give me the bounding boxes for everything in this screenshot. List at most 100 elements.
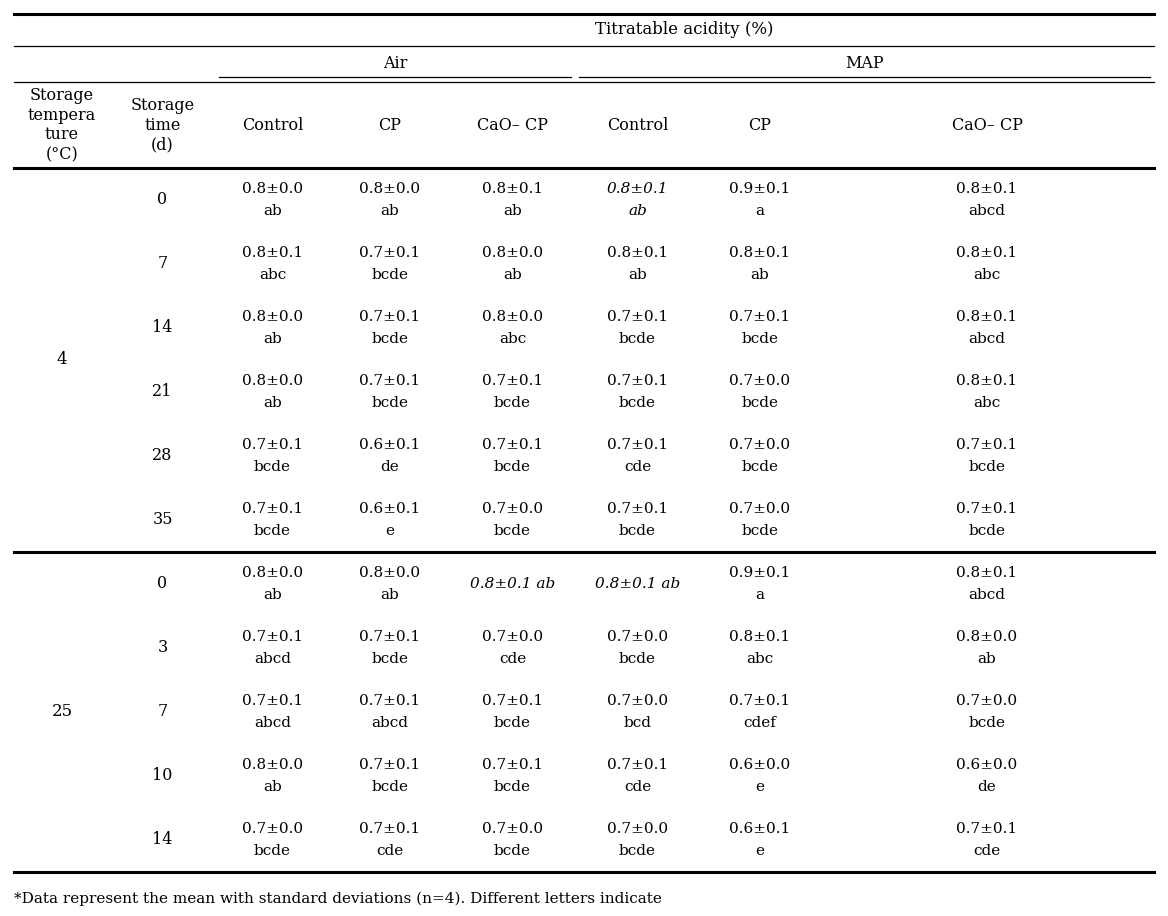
Text: 0.8±0.0: 0.8±0.0: [360, 566, 420, 580]
Text: 0.8±0.1: 0.8±0.1: [957, 246, 1017, 260]
Text: cde: cde: [376, 844, 404, 858]
Text: 0.7±0.1: 0.7±0.1: [242, 438, 303, 452]
Text: 0.7±0.1: 0.7±0.1: [360, 758, 420, 772]
Text: bcde: bcde: [619, 332, 656, 346]
Text: CaO– CP: CaO– CP: [952, 116, 1022, 134]
Text: 0.8±0.0: 0.8±0.0: [242, 182, 303, 196]
Text: 0.7±0.1: 0.7±0.1: [360, 694, 420, 708]
Text: abcd: abcd: [968, 588, 1006, 602]
Text: 0.7±0.1: 0.7±0.1: [607, 374, 668, 388]
Text: 0.8±0.0: 0.8±0.0: [242, 758, 303, 772]
Text: *Data represent the mean with standard deviations (n=4). Different letters indic: *Data represent the mean with standard d…: [14, 892, 662, 907]
Text: 0.9±0.1: 0.9±0.1: [729, 566, 791, 580]
Text: 25: 25: [51, 703, 72, 721]
Text: 0.7±0.1: 0.7±0.1: [607, 310, 668, 324]
Text: bcde: bcde: [619, 652, 656, 666]
Text: ab: ab: [263, 204, 281, 218]
Text: bcde: bcde: [494, 780, 531, 794]
Text: 0.7±0.0: 0.7±0.0: [607, 630, 668, 644]
Text: 0.8±0.0: 0.8±0.0: [957, 630, 1017, 644]
Text: 3: 3: [158, 639, 168, 657]
Text: bcd: bcd: [624, 716, 652, 730]
Text: 7: 7: [158, 256, 168, 272]
Text: ab: ab: [381, 588, 399, 602]
Text: 0.7±0.1: 0.7±0.1: [242, 630, 303, 644]
Text: bcde: bcde: [253, 460, 291, 474]
Text: 0.6±0.1: 0.6±0.1: [729, 822, 791, 836]
Text: abc: abc: [259, 268, 286, 282]
Text: abcd: abcd: [371, 716, 409, 730]
Text: 0.8±0.1: 0.8±0.1: [730, 246, 791, 260]
Text: bcde: bcde: [371, 268, 409, 282]
Text: 0.9±0.1: 0.9±0.1: [729, 182, 791, 196]
Text: 0: 0: [158, 575, 167, 593]
Text: bcde: bcde: [619, 844, 656, 858]
Text: abcd: abcd: [253, 652, 291, 666]
Text: ab: ab: [263, 780, 281, 794]
Text: 0.8±0.1: 0.8±0.1: [957, 310, 1017, 324]
Text: Storage
tempera
ture
(°C): Storage tempera ture (°C): [28, 87, 96, 163]
Text: cde: cde: [973, 844, 1001, 858]
Text: 0.7±0.0: 0.7±0.0: [730, 438, 791, 452]
Text: 0.7±0.1: 0.7±0.1: [482, 374, 543, 388]
Text: 0.8±0.0: 0.8±0.0: [482, 310, 543, 324]
Text: 14: 14: [152, 832, 173, 848]
Text: 0.7±0.1: 0.7±0.1: [607, 758, 668, 772]
Text: 0.8±0.1: 0.8±0.1: [957, 566, 1017, 580]
Text: 0.8±0.1 ab: 0.8±0.1 ab: [470, 577, 555, 591]
Text: 0.7±0.0: 0.7±0.0: [730, 502, 791, 516]
Text: cde: cde: [624, 780, 651, 794]
Text: bcde: bcde: [494, 460, 531, 474]
Text: bcde: bcde: [371, 332, 409, 346]
Text: e: e: [385, 524, 395, 538]
Text: MAP: MAP: [846, 56, 884, 72]
Text: 0.8±0.0: 0.8±0.0: [360, 182, 420, 196]
Text: 0.7±0.1: 0.7±0.1: [242, 694, 303, 708]
Text: 0.8±0.1: 0.8±0.1: [730, 630, 791, 644]
Text: ab: ab: [381, 204, 399, 218]
Text: 0.7±0.1: 0.7±0.1: [482, 758, 543, 772]
Text: 0.7±0.1: 0.7±0.1: [730, 694, 791, 708]
Text: ab: ab: [503, 268, 522, 282]
Text: 0.6±0.1: 0.6±0.1: [360, 502, 420, 516]
Text: 0.7±0.1: 0.7±0.1: [607, 438, 668, 452]
Text: bcde: bcde: [968, 524, 1006, 538]
Text: ab: ab: [751, 268, 770, 282]
Text: bcde: bcde: [494, 716, 531, 730]
Text: ab: ab: [263, 588, 281, 602]
Text: bcde: bcde: [619, 396, 656, 410]
Text: bcde: bcde: [494, 396, 531, 410]
Text: 0.8±0.0: 0.8±0.0: [242, 310, 303, 324]
Text: 0.8±0.1 ab: 0.8±0.1 ab: [595, 577, 680, 591]
Text: 0.7±0.1: 0.7±0.1: [242, 502, 303, 516]
Text: Storage
time
(d): Storage time (d): [131, 97, 195, 153]
Text: 28: 28: [152, 448, 173, 464]
Text: 0.7±0.1: 0.7±0.1: [360, 246, 420, 260]
Text: CaO– CP: CaO– CP: [477, 116, 548, 134]
Text: 35: 35: [152, 511, 173, 529]
Text: 0.8±0.0: 0.8±0.0: [482, 246, 543, 260]
Text: 0.8±0.1: 0.8±0.1: [607, 246, 668, 260]
Text: 0.7±0.1: 0.7±0.1: [360, 822, 420, 836]
Text: ab: ab: [263, 396, 281, 410]
Text: 0.8±0.1: 0.8±0.1: [242, 246, 303, 260]
Text: bcde: bcde: [742, 524, 779, 538]
Text: 0.8±0.1: 0.8±0.1: [482, 182, 543, 196]
Text: 0.8±0.1: 0.8±0.1: [957, 182, 1017, 196]
Text: bcde: bcde: [742, 460, 779, 474]
Text: de: de: [978, 780, 996, 794]
Text: abc: abc: [746, 652, 773, 666]
Text: ab: ab: [263, 332, 281, 346]
Text: 0.7±0.1: 0.7±0.1: [730, 310, 791, 324]
Text: 0.8±0.1: 0.8±0.1: [957, 374, 1017, 388]
Text: bcde: bcde: [253, 844, 291, 858]
Text: abc: abc: [499, 332, 526, 346]
Text: 0.7±0.0: 0.7±0.0: [607, 694, 668, 708]
Text: 10: 10: [152, 768, 173, 784]
Text: Air: Air: [383, 56, 408, 72]
Text: 0: 0: [158, 191, 167, 209]
Text: 0.7±0.1: 0.7±0.1: [482, 694, 543, 708]
Text: abc: abc: [973, 396, 1001, 410]
Text: 0.7±0.0: 0.7±0.0: [730, 374, 791, 388]
Text: 0.7±0.1: 0.7±0.1: [360, 310, 420, 324]
